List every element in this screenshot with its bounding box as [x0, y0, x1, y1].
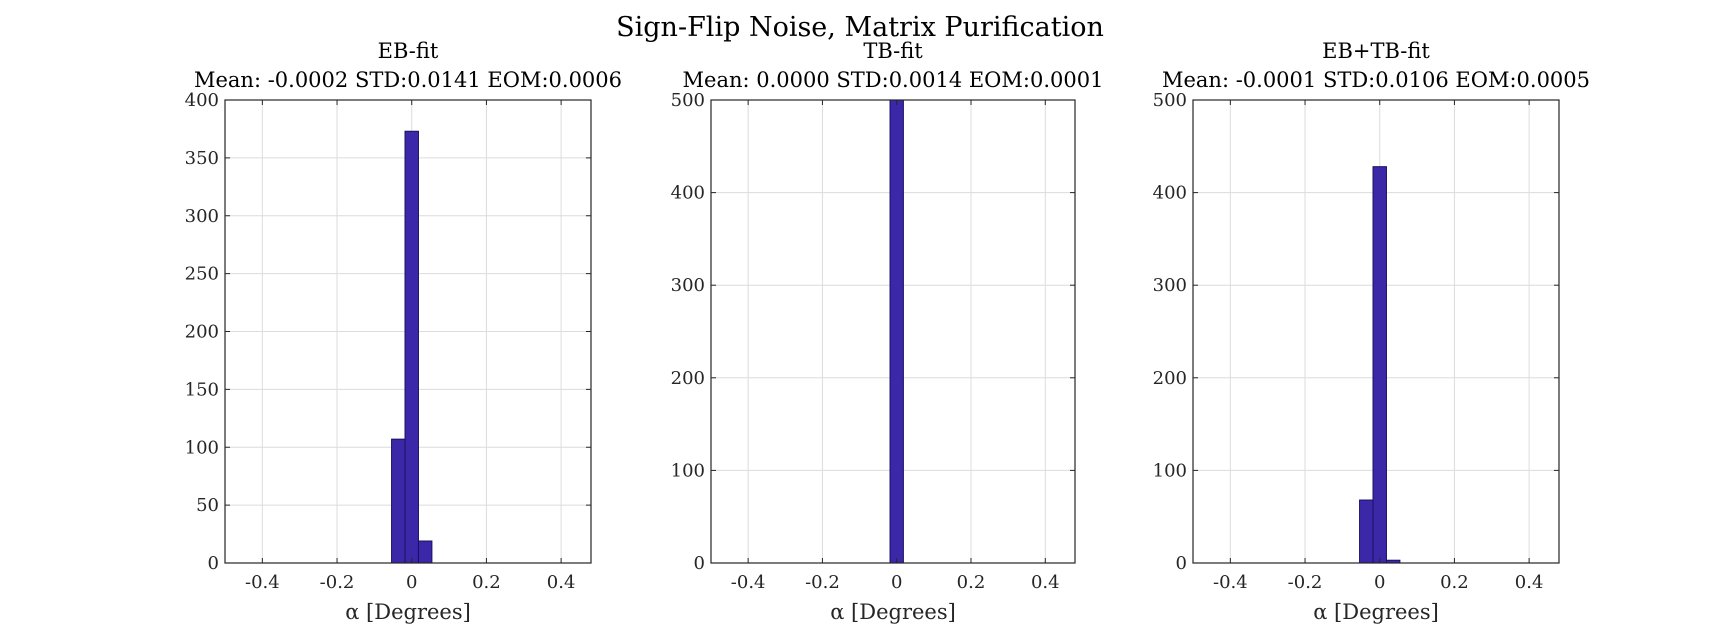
x-tick-label: 0.2 — [1440, 572, 1469, 593]
x-axis-label: α [Degrees] — [1313, 600, 1439, 624]
x-tick-label: -0.4 — [1213, 572, 1248, 593]
histogram-bar — [1372, 166, 1387, 564]
y-tick-label: 200 — [1153, 368, 1187, 389]
y-tick-label: 200 — [671, 368, 705, 389]
x-tick-label: 0.2 — [472, 572, 501, 593]
y-tick-label: 200 — [185, 322, 219, 343]
y-tick-label: 0 — [694, 553, 705, 574]
figure-suptitle: Sign-Flip Noise, Matrix Purification — [616, 12, 1104, 43]
x-tick-label: 0.2 — [957, 572, 986, 593]
panel-stats-subtitle: Mean: -0.0001 STD:0.0106 EOM:0.0005 — [1162, 68, 1590, 92]
x-tick-label: 0 — [406, 572, 417, 593]
panel-stats-subtitle: Mean: -0.0002 STD:0.0141 EOM:0.0006 — [194, 68, 622, 92]
y-tick-label: 0 — [1176, 553, 1187, 574]
panel-title: TB-fit — [863, 39, 923, 63]
histogram-bar — [391, 438, 406, 564]
panel-stats-subtitle: Mean: 0.0000 STD:0.0014 EOM:0.0001 — [683, 68, 1104, 92]
panel-title: EB-fit — [378, 39, 439, 63]
y-tick-label: 50 — [196, 495, 219, 516]
y-tick-label: 350 — [185, 148, 219, 169]
histogram-bar — [889, 99, 904, 564]
y-tick-label: 500 — [671, 90, 705, 111]
x-tick-label: -0.2 — [320, 572, 355, 593]
y-tick-label: 500 — [1153, 90, 1187, 111]
axes-box — [710, 99, 1076, 564]
x-tick-label: 0.4 — [1515, 572, 1544, 593]
y-tick-label: 400 — [671, 183, 705, 204]
y-tick-label: 150 — [185, 379, 219, 400]
x-tick-label: 0 — [1374, 572, 1385, 593]
y-tick-label: 300 — [671, 275, 705, 296]
x-tick-label: -0.2 — [805, 572, 840, 593]
x-tick-label: -0.2 — [1288, 572, 1323, 593]
panel-title: EB+TB-fit — [1322, 39, 1430, 63]
x-tick-label: 0.4 — [1031, 572, 1060, 593]
x-tick-label: -0.4 — [245, 572, 280, 593]
y-tick-label: 300 — [185, 206, 219, 227]
y-tick-label: 300 — [1153, 275, 1187, 296]
histogram-panels: EB-fit Mean: -0.0002 STD:0.0141 EOM:0.000… — [185, 39, 1590, 624]
histogram-panel-1: EB-fit Mean: -0.0002 STD:0.0141 EOM:0.000… — [185, 39, 622, 624]
y-tick-label: 400 — [1153, 183, 1187, 204]
histogram-bar — [1359, 499, 1374, 564]
histogram-bar — [417, 540, 433, 564]
histogram-panel-2: TB-fit Mean: 0.0000 STD:0.0014 EOM:0.0001… — [671, 39, 1104, 624]
y-tick-label: 100 — [185, 437, 219, 458]
histogram-bar — [404, 130, 419, 564]
y-tick-label: 400 — [185, 90, 219, 111]
x-axis-label: α [Degrees] — [345, 600, 471, 624]
x-axis-label: α [Degrees] — [830, 600, 956, 624]
y-tick-label: 250 — [185, 264, 219, 285]
histogram-panel-3: EB+TB-fit Mean: -0.0001 STD:0.0106 EOM:0.… — [1153, 39, 1590, 624]
y-tick-label: 0 — [208, 553, 219, 574]
axes-box — [1192, 99, 1560, 564]
x-tick-label: 0 — [891, 572, 902, 593]
x-tick-label: -0.4 — [731, 572, 766, 593]
y-tick-label: 100 — [671, 460, 705, 481]
y-tick-label: 100 — [1153, 460, 1187, 481]
x-tick-label: 0.4 — [547, 572, 576, 593]
